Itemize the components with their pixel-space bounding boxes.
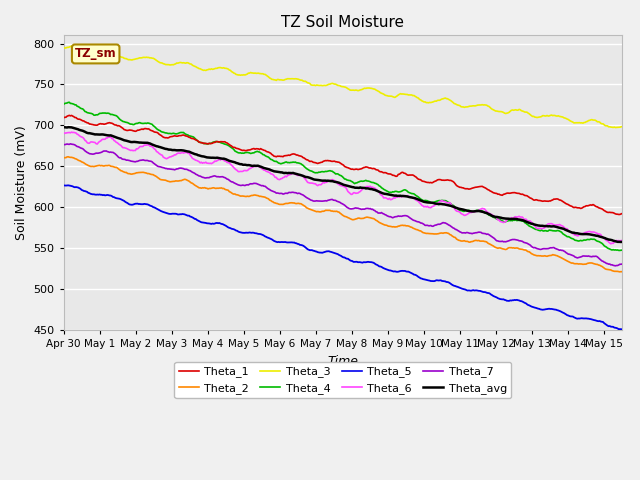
Theta_1	[65, 112, 73, 118]
Theta_3	[618, 124, 626, 130]
Theta_5	[606, 323, 614, 329]
Theta_4	[618, 247, 626, 253]
Text: TZ_sm: TZ_sm	[75, 48, 116, 60]
Theta_avg	[60, 124, 68, 130]
Theta_2	[363, 214, 371, 220]
Theta_avg	[606, 237, 614, 242]
Theta_2	[330, 208, 337, 214]
X-axis label: Time: Time	[328, 355, 358, 368]
Theta_4	[60, 101, 68, 107]
Theta_5	[65, 182, 72, 188]
Theta_5	[326, 249, 334, 254]
Theta_6	[607, 241, 614, 247]
Theta_avg	[326, 178, 334, 184]
Theta_7	[606, 261, 614, 267]
Theta_1	[60, 115, 68, 120]
Line: Theta_6: Theta_6	[64, 132, 622, 244]
Theta_avg	[394, 193, 401, 199]
Y-axis label: Soil Moisture (mV): Soil Moisture (mV)	[15, 125, 28, 240]
Legend: Theta_1, Theta_2, Theta_3, Theta_4, Theta_5, Theta_6, Theta_7, Theta_avg: Theta_1, Theta_2, Theta_3, Theta_4, Thet…	[175, 362, 511, 398]
Theta_7	[363, 205, 371, 211]
Theta_3	[363, 85, 371, 91]
Theta_6	[326, 178, 334, 183]
Theta_5	[394, 269, 401, 275]
Line: Theta_avg: Theta_avg	[64, 127, 622, 242]
Theta_3	[330, 81, 337, 86]
Theta_7	[611, 263, 619, 269]
Theta_1	[615, 212, 623, 217]
Theta_5	[618, 326, 626, 332]
Theta_6	[606, 240, 614, 246]
Theta_1	[618, 211, 626, 216]
Theta_2	[616, 269, 623, 275]
Theta_3	[326, 81, 334, 87]
Theta_4	[394, 189, 401, 194]
Theta_1	[606, 209, 614, 215]
Theta_7	[67, 141, 74, 147]
Theta_avg	[518, 217, 526, 223]
Theta_5	[60, 182, 68, 188]
Theta_5	[330, 250, 337, 255]
Theta_1	[394, 173, 401, 179]
Theta_2	[326, 207, 334, 213]
Theta_1	[330, 158, 337, 164]
Theta_7	[518, 239, 526, 244]
Theta_3	[611, 125, 619, 131]
Theta_5	[363, 259, 371, 265]
Theta_6	[618, 238, 626, 243]
Theta_4	[518, 218, 526, 224]
Theta_avg	[65, 124, 72, 130]
Theta_1	[518, 192, 526, 197]
Theta_7	[60, 142, 68, 147]
Theta_2	[65, 154, 72, 160]
Theta_4	[606, 246, 614, 252]
Theta_7	[326, 197, 334, 203]
Line: Theta_3: Theta_3	[64, 46, 622, 128]
Theta_4	[326, 168, 334, 174]
Theta_6	[330, 177, 337, 183]
Theta_avg	[617, 239, 625, 245]
Theta_avg	[618, 239, 626, 245]
Theta_2	[394, 224, 401, 229]
Line: Theta_4: Theta_4	[64, 102, 622, 251]
Line: Theta_5: Theta_5	[64, 185, 622, 329]
Theta_3	[394, 93, 401, 99]
Line: Theta_2: Theta_2	[64, 157, 622, 272]
Theta_1	[363, 164, 371, 170]
Theta_2	[60, 155, 68, 161]
Theta_avg	[363, 185, 371, 191]
Theta_4	[363, 178, 371, 184]
Theta_4	[616, 248, 623, 253]
Theta_2	[606, 267, 614, 273]
Theta_6	[68, 129, 76, 135]
Theta_1	[326, 158, 334, 164]
Theta_2	[618, 269, 626, 275]
Theta_7	[330, 197, 337, 203]
Line: Theta_1: Theta_1	[64, 115, 622, 215]
Theta_3	[606, 124, 614, 130]
Theta_avg	[330, 179, 337, 184]
Title: TZ Soil Moisture: TZ Soil Moisture	[282, 15, 404, 30]
Theta_5	[518, 299, 526, 304]
Theta_6	[394, 194, 401, 200]
Theta_3	[60, 45, 68, 51]
Theta_3	[518, 108, 526, 114]
Line: Theta_7: Theta_7	[64, 144, 622, 266]
Theta_4	[330, 169, 337, 175]
Theta_7	[394, 214, 401, 219]
Theta_6	[363, 183, 371, 189]
Theta_7	[618, 261, 626, 267]
Theta_3	[68, 43, 76, 49]
Theta_2	[518, 246, 526, 252]
Theta_4	[65, 99, 73, 105]
Theta_6	[518, 214, 526, 220]
Theta_6	[60, 131, 68, 136]
